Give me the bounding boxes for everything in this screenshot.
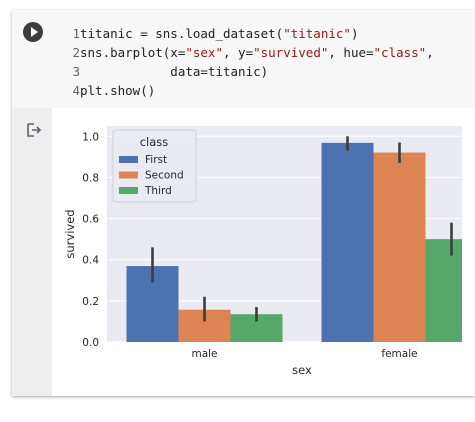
x-tick-label: female bbox=[381, 348, 417, 360]
string-token: "titanic" bbox=[283, 26, 351, 41]
code-line[interactable]: 3 data=titanic) bbox=[66, 62, 434, 81]
code-token: sns.barplot(x= bbox=[80, 45, 186, 60]
string-token: "survived" bbox=[253, 45, 329, 60]
code-token: , y= bbox=[223, 45, 254, 60]
code-line[interactable]: 1titanic = sns.load_dataset("titanic") bbox=[66, 24, 434, 43]
string-token: "sex" bbox=[185, 45, 223, 60]
code-token: , hue= bbox=[328, 45, 374, 60]
line-number: 1 bbox=[72, 26, 80, 41]
legend-label: Third bbox=[144, 185, 172, 197]
play-icon bbox=[31, 27, 38, 37]
code-token: , bbox=[426, 45, 434, 60]
run-cell-button[interactable] bbox=[23, 22, 43, 42]
bar-third-female bbox=[425, 239, 462, 342]
legend-swatch-third bbox=[119, 187, 138, 194]
y-tick-label: 0.6 bbox=[82, 214, 99, 226]
legend-swatch-second bbox=[119, 171, 138, 179]
line-number: 4 bbox=[72, 83, 80, 98]
line-number: 2 bbox=[72, 45, 80, 60]
code-line[interactable]: 2sns.barplot(x="sex", y="survived", hue=… bbox=[66, 43, 434, 62]
y-tick-label: 0.0 bbox=[82, 337, 99, 349]
string-token: "class" bbox=[373, 45, 427, 60]
legend-swatch-first bbox=[119, 156, 138, 163]
legend-box bbox=[112, 129, 197, 203]
line-number: 3 bbox=[72, 64, 80, 79]
legend-title: class bbox=[140, 135, 169, 149]
code-line[interactable]: 4plt.show() bbox=[66, 81, 434, 100]
code-token: ) bbox=[350, 26, 359, 41]
bar-chart: 0.0 0.2 0.4 0.6 0.8 1.0 male female sex survived c… bbox=[63, 126, 462, 377]
bar-first-female bbox=[321, 142, 374, 342]
legend-label: Second bbox=[145, 170, 184, 182]
y-tick-label: 0.8 bbox=[82, 172, 99, 184]
x-tick-label: male bbox=[191, 348, 217, 360]
y-axis-label: survived bbox=[63, 209, 77, 258]
legend-label: First bbox=[145, 154, 167, 166]
code-editor[interactable]: 1titanic = sns.load_dataset("titanic") 2s… bbox=[12, 10, 475, 108]
code-token: titanic = sns.load_dataset( bbox=[80, 26, 284, 41]
output-gutter bbox=[12, 108, 52, 396]
code-token: plt.show() bbox=[80, 83, 156, 98]
y-tick-label: 0.4 bbox=[82, 255, 99, 267]
bar-second-female bbox=[373, 152, 426, 342]
x-axis-label: sex bbox=[292, 363, 312, 377]
y-tick-label: 1.0 bbox=[82, 131, 99, 143]
output-arrow-icon[interactable] bbox=[26, 122, 42, 138]
y-tick-label: 0.2 bbox=[82, 296, 99, 308]
code-lines[interactable]: 1titanic = sns.load_dataset("titanic") 2s… bbox=[66, 24, 434, 100]
code-token: data=titanic) bbox=[80, 64, 269, 79]
